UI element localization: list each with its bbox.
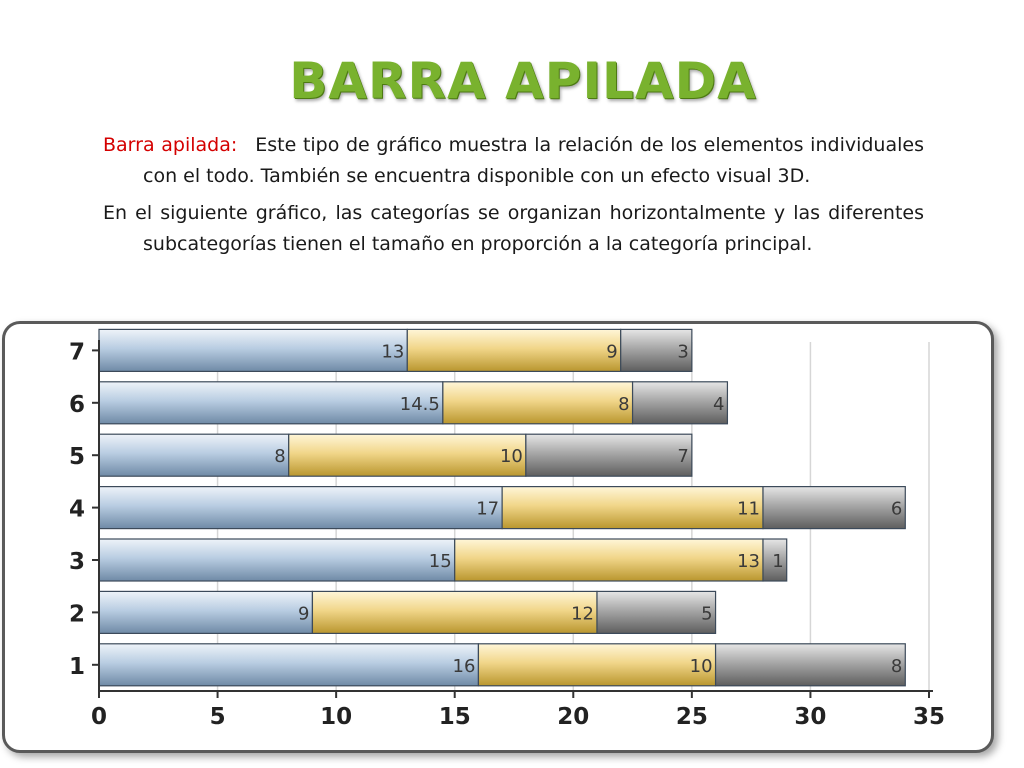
data-label: 8 [891,656,902,677]
category-label: 4 [69,497,85,523]
bar-segment [714,643,906,687]
data-label: 7 [677,446,688,467]
data-label: 16 [453,656,476,677]
bar-segment [98,381,444,425]
data-label: 8 [618,394,629,415]
paragraph-2: En el siguiente gráfico, las categorías … [103,202,924,255]
bar-segment [501,486,764,530]
bar-segment [98,590,314,635]
x-tick-label: 0 [91,704,107,730]
x-tick-label: 10 [320,704,352,730]
data-label: 13 [737,551,760,572]
category-label: 7 [69,339,85,365]
data-label: 10 [500,446,523,467]
bar-segment [525,433,693,477]
data-label: 1 [772,551,783,572]
data-label: 12 [571,603,594,624]
description: Barra apilada: Este tipo de gráfico muest… [103,130,924,266]
bar-segment [762,538,788,582]
data-label: 10 [690,656,713,677]
bar-segment [477,643,717,687]
category-label: 1 [69,654,85,680]
bar-segment [98,328,408,372]
data-label: 6 [891,499,902,520]
bar-segment [406,328,622,372]
bar-segment [631,381,729,425]
category-label: 3 [69,549,85,575]
category-label: 2 [69,601,85,627]
paragraph-1: Barra apilada: Este tipo de gráfico muest… [103,130,924,192]
bar-segment [596,590,717,635]
data-label: 9 [298,603,309,624]
data-label: 17 [476,499,499,520]
bar-segment [454,538,764,582]
x-tick-label: 35 [913,704,945,730]
paragraph-lead: Barra apilada: [103,134,238,156]
data-label: 9 [606,341,617,362]
category-label: 5 [69,444,85,470]
data-label: 3 [677,341,688,362]
slide-title: BARRA APILADA [289,52,757,110]
x-tick-label: 5 [210,704,226,730]
x-tick-label: 25 [676,704,708,730]
data-label: 4 [713,394,724,415]
data-label: 5 [701,603,712,624]
data-label: 13 [381,341,404,362]
bar-segment [442,381,634,425]
bar-segment [98,433,290,477]
data-label: 14.5 [400,394,440,415]
bar-segment [98,643,480,687]
x-tick-label: 20 [557,704,589,730]
x-tick-label: 30 [794,704,826,730]
bar-segment [762,486,906,530]
bar-segment [98,538,456,582]
data-label: 8 [274,446,285,467]
category-label: 6 [69,392,85,418]
paragraph-1-text: Este tipo de gráfico muestra la relación… [143,134,924,187]
bar-segment [288,433,527,477]
data-label: 11 [737,499,760,520]
bar-segment [311,590,598,635]
bar-segment [98,486,503,530]
bar-segment [620,328,693,372]
data-label: 15 [429,551,452,572]
x-tick-label: 15 [439,704,471,730]
